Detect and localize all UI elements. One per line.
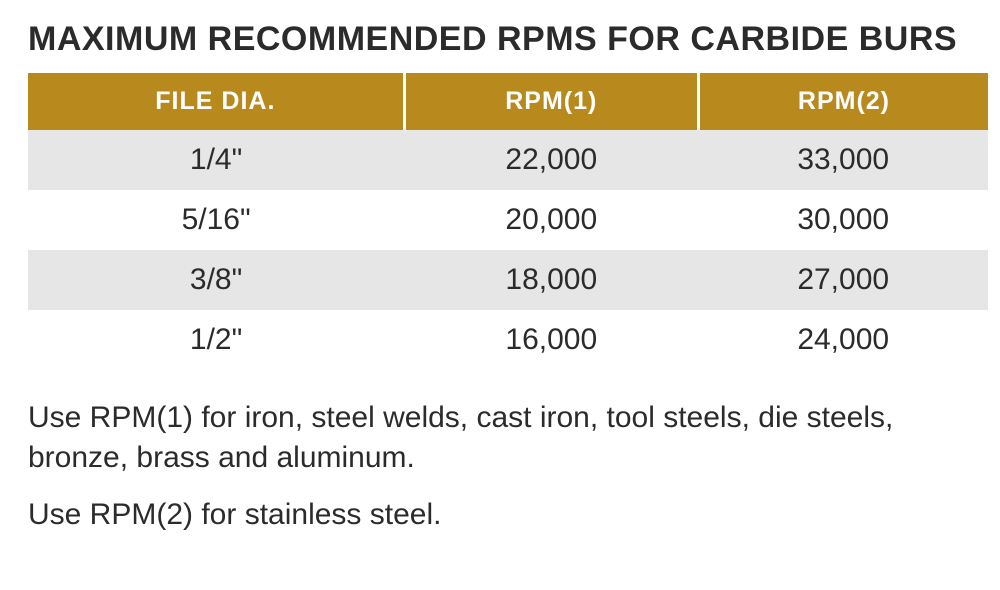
col-header-rpm1: RPM(1) <box>404 73 698 130</box>
cell-rpm2: 30,000 <box>698 190 988 250</box>
cell-rpm1: 22,000 <box>404 130 698 190</box>
col-header-rpm2: RPM(2) <box>698 73 988 130</box>
notes-section: Use RPM(1) for iron, steel welds, cast i… <box>28 398 988 535</box>
col-header-file-dia: FILE DIA. <box>28 73 404 130</box>
table-row: 1/2" 16,000 24,000 <box>28 310 988 370</box>
table-row: 1/4" 22,000 33,000 <box>28 130 988 190</box>
cell-file-dia: 3/8" <box>28 250 404 310</box>
table-header-row: FILE DIA. RPM(1) RPM(2) <box>28 73 988 130</box>
cell-rpm1: 16,000 <box>404 310 698 370</box>
cell-rpm1: 20,000 <box>404 190 698 250</box>
table-row: 5/16" 20,000 30,000 <box>28 190 988 250</box>
note-rpm1: Use RPM(1) for iron, steel welds, cast i… <box>28 398 988 477</box>
cell-file-dia: 1/4" <box>28 130 404 190</box>
cell-rpm2: 24,000 <box>698 310 988 370</box>
page-title: MAXIMUM RECOMMENDED RPMS FOR CARBIDE BUR… <box>28 20 980 59</box>
cell-rpm1: 18,000 <box>404 250 698 310</box>
note-rpm2: Use RPM(2) for stainless steel. <box>28 495 988 535</box>
rpm-table: FILE DIA. RPM(1) RPM(2) 1/4" 22,000 33,0… <box>28 73 988 370</box>
cell-rpm2: 33,000 <box>698 130 988 190</box>
cell-rpm2: 27,000 <box>698 250 988 310</box>
cell-file-dia: 5/16" <box>28 190 404 250</box>
cell-file-dia: 1/2" <box>28 310 404 370</box>
table-row: 3/8" 18,000 27,000 <box>28 250 988 310</box>
